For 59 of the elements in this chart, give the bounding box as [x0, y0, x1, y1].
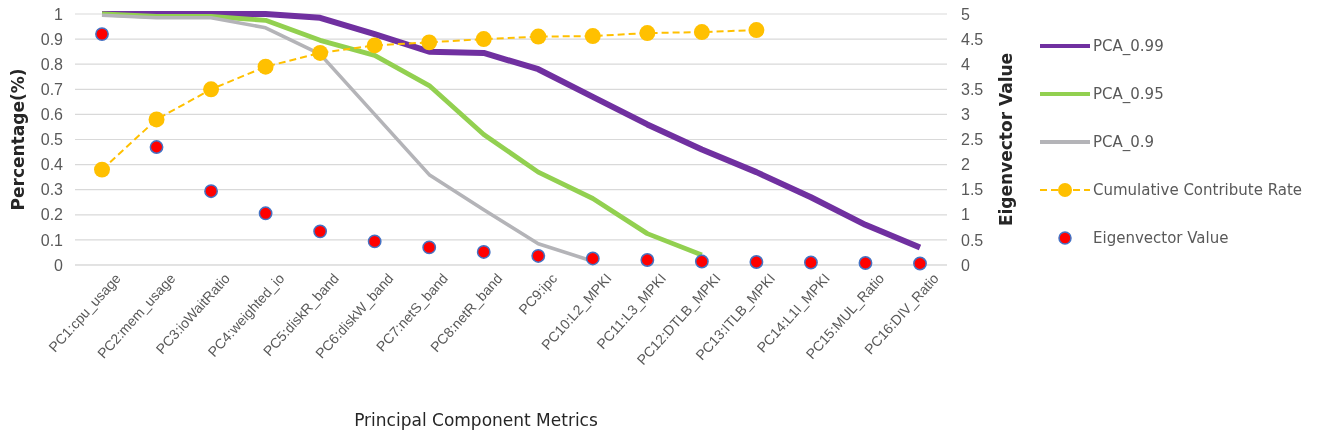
point [530, 28, 547, 45]
x-axis-title: Principal Component Metrics [354, 410, 598, 430]
legend-label: PCA_0.9 [1093, 133, 1155, 153]
point [422, 240, 437, 255]
y2-tick-label: 4.5 [961, 30, 984, 48]
point [148, 111, 165, 128]
point [475, 31, 492, 48]
point [531, 249, 546, 263]
y-tick-label: 0.3 [40, 181, 64, 199]
point [94, 161, 110, 178]
y2-tick-label: 3 [961, 106, 970, 124]
point [694, 254, 709, 269]
y-tick-label: 0 [54, 256, 64, 274]
legend-label: Cumulative Contribute Rate [1093, 181, 1303, 200]
point [476, 245, 491, 259]
point [804, 255, 818, 270]
point [421, 34, 438, 51]
point [95, 27, 109, 41]
point [149, 140, 164, 154]
point [585, 251, 600, 266]
y-tick-label: 0.7 [40, 80, 64, 98]
point [204, 184, 218, 199]
legend-label: Eigenvector Value [1093, 229, 1229, 248]
point [640, 253, 655, 267]
y-tick-label: 0.6 [40, 106, 64, 124]
point [313, 224, 328, 239]
point [748, 22, 765, 39]
y2-tick-label: 2 [961, 156, 970, 174]
point [913, 256, 927, 271]
y2-axis-title: Eigenvector Value [996, 52, 1016, 227]
point [639, 25, 656, 42]
y-tick-label: 1 [54, 5, 64, 23]
y2-tick-label: 5 [961, 5, 970, 23]
y-tick-label: 0.5 [40, 131, 64, 149]
y2-tick-label: 1.5 [961, 181, 984, 199]
y2-tick-label: 3.5 [961, 80, 984, 98]
point [693, 24, 710, 41]
point [258, 206, 273, 221]
legend-label: PCA_0.99 [1093, 37, 1164, 57]
point [584, 28, 601, 45]
legend-label: PCA_0.95 [1093, 85, 1164, 105]
y2-tick-label: 0 [961, 256, 970, 274]
y2-tick-label: 2.5 [961, 131, 984, 149]
point [858, 256, 873, 270]
y-tick-label: 0.2 [40, 206, 64, 224]
point [367, 234, 382, 249]
point [203, 81, 220, 98]
point [366, 37, 383, 54]
y-tick-label: 0.9 [40, 30, 64, 48]
y2-tick-label: 0.5 [961, 231, 984, 249]
point [257, 58, 274, 75]
y-axis-title: Percentage(%) [8, 68, 28, 211]
y-tick-label: 0.1 [40, 231, 64, 249]
y2-tick-label: 4 [961, 55, 970, 73]
y2-tick-label: 1 [961, 206, 970, 224]
y-tick-label: 0.4 [40, 156, 64, 174]
point [312, 44, 329, 61]
point [749, 255, 764, 269]
y-tick-label: 0.8 [40, 55, 64, 73]
